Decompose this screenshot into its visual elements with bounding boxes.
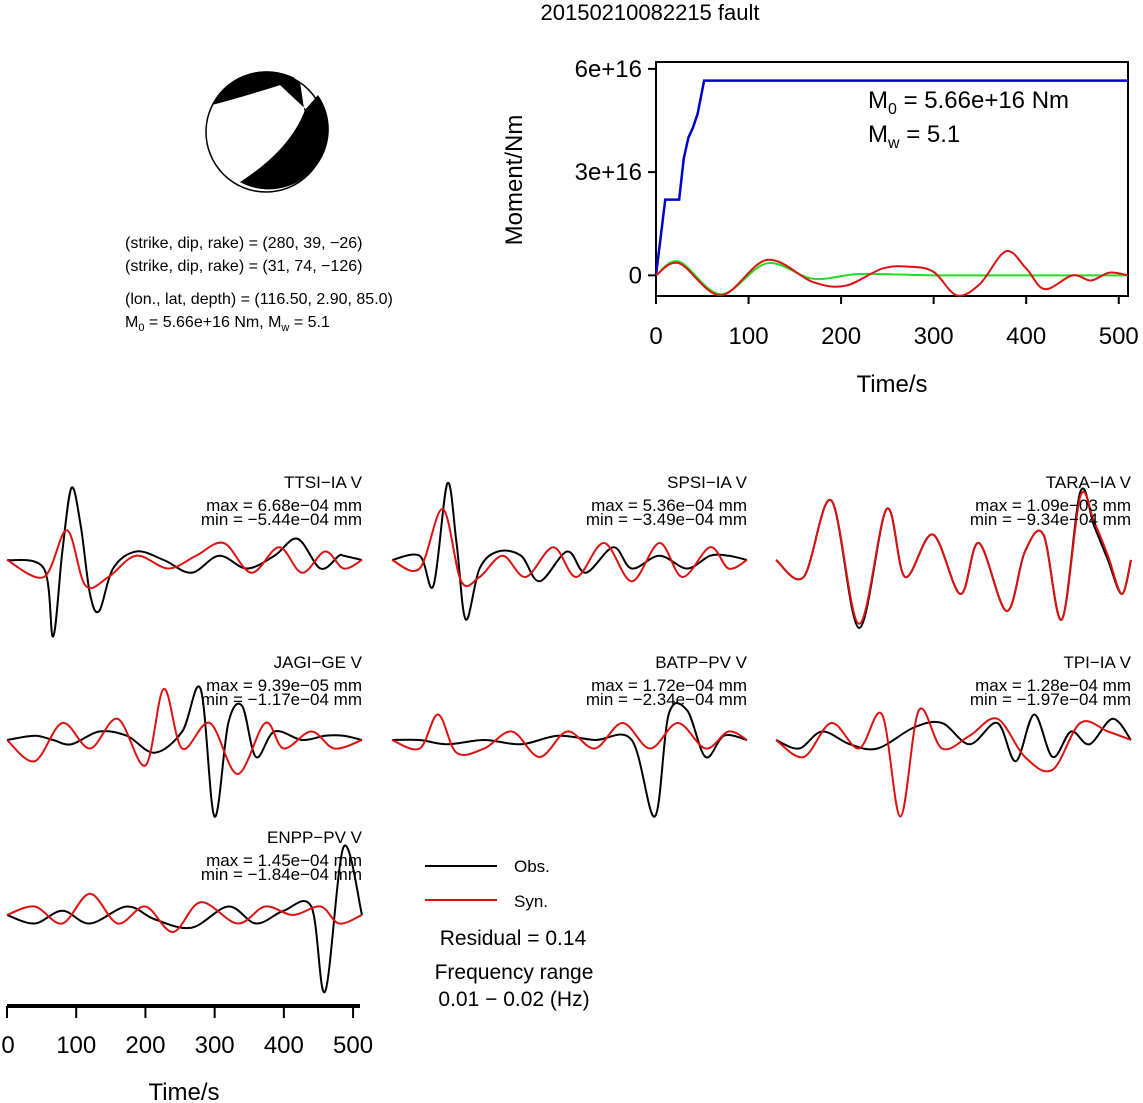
nodal-plane-1: (strike, dip, rake) = (280, 39, −26) (125, 235, 362, 252)
trace-max: max = 6.68e−04 mm (206, 496, 362, 515)
legend-obs-label: Obs. (514, 857, 550, 876)
moment-series-red (655, 250, 1129, 297)
observed-trace (6, 844, 363, 994)
moment-x-tick-label: 0 (649, 323, 662, 350)
legend: Obs. Syn. (425, 857, 550, 911)
annot-m0-symbol: M (868, 87, 888, 114)
trace-max: max = 5.36e−04 mm (591, 496, 747, 515)
waveform-x-tick-label: 400 (264, 1032, 304, 1059)
mw-value: = 5.1 (289, 314, 330, 331)
moment-y-tick-label: 0 (629, 262, 642, 289)
moment-x-tick-label: 400 (1006, 323, 1046, 350)
waveform-time-axis: 0 100 200 300 400 500 Time/s (1, 1004, 373, 1103)
moment-series-green (655, 260, 1128, 296)
waveform-x-tick-label: 200 (125, 1032, 165, 1059)
trace-max: max = 9.39e−05 mm (206, 676, 362, 695)
m0-symbol: M (125, 314, 138, 331)
trace-max: max = 1.72e−04 mm (591, 676, 747, 695)
observed-trace (6, 685, 363, 818)
moment-x-ticks: 0 100 200 300 400 500 (649, 296, 1139, 350)
station-name: JAGI−GE V (274, 653, 363, 672)
waveform-x-tick-label: 0 (1, 1032, 14, 1059)
trace-min: min = −3.49e−04 mm (586, 510, 747, 529)
station-name: SPSI−IA V (667, 473, 748, 492)
focal-mechanism-beachball (205, 71, 329, 193)
observed-trace (775, 713, 1132, 763)
trace-min: min = −5.44e−04 mm (201, 510, 362, 529)
observed-trace (391, 702, 748, 818)
waveform-x-tick-label: 300 (195, 1032, 235, 1059)
trace-min: min = −2.34e−04 mm (586, 690, 747, 709)
frequency-range-value: 0.01 − 0.02 (Hz) (438, 988, 589, 1011)
moment-x-tick-label: 500 (1099, 323, 1139, 350)
waveform-x-tick-label: 100 (56, 1032, 96, 1059)
annot-m0-value: = 5.66e+16 Nm (897, 87, 1069, 114)
mw-subscript: w (280, 322, 289, 334)
beachball-dark-band (240, 95, 329, 190)
annot-m0-subscript: 0 (888, 101, 897, 118)
annot-mw-symbol: M (868, 121, 888, 148)
trace-min: min = −1.84e−04 mm (201, 865, 362, 884)
moment-m0-annotation: M0 = 5.66e+16 Nm (868, 87, 1069, 118)
waveform-x-tick-label: 500 (333, 1032, 373, 1059)
moment-y-ticks: 0 3e+16 6e+16 (575, 56, 656, 289)
moment-plot-frame (655, 61, 1129, 297)
moment-x-axis-label: Time/s (856, 371, 927, 398)
m0-subscript: 0 (138, 322, 144, 334)
station-name: BATP−PV V (655, 653, 747, 672)
moment-x-tick-label: 200 (821, 323, 861, 350)
synthetic-trace (6, 892, 363, 933)
station-name: TPI−IA V (1063, 653, 1131, 672)
synthetic-trace (775, 490, 1132, 625)
observed-trace (6, 486, 363, 638)
synthetic-trace (6, 529, 363, 590)
moment-y-axis-label: Moment/Nm (501, 115, 528, 246)
trace-min: min = −9.34e−04 mm (970, 510, 1131, 529)
moment-x-tick-label: 100 (729, 323, 769, 350)
synthetic-trace (6, 687, 363, 776)
legend-syn-label: Syn. (514, 892, 548, 911)
trace-max: max = 1.28e−04 mm (975, 676, 1131, 695)
figure-title: 20150210082215 fault (541, 0, 760, 25)
synthetic-trace (391, 713, 748, 759)
annot-mw-value: = 5.1 (900, 121, 961, 148)
hypocenter-location: (lon., lat, depth) = (116.50, 2.90, 85.0… (125, 291, 393, 308)
moment-mw-annotation: Mw = 5.1 (868, 121, 960, 152)
trace-min: min = −1.97e−04 mm (970, 690, 1131, 709)
station-name: TTSI−IA V (284, 473, 363, 492)
beachball-top-cap (212, 71, 296, 105)
observed-trace (391, 481, 748, 621)
nodal-plane-2: (strike, dip, rake) = (31, 74, −126) (125, 258, 362, 275)
synthetic-trace (775, 707, 1132, 818)
waveform-x-ticks: 0 100 200 300 400 500 (1, 1006, 373, 1059)
moment-magnitude-line: M0 = 5.66e+16 Nm, Mw = 5.1 (125, 314, 330, 334)
trace-min: min = −1.17e−04 mm (201, 690, 362, 709)
moment-y-tick-label: 3e+16 (575, 159, 642, 186)
moment-y-tick-label: 6e+16 (575, 56, 642, 83)
moment-series-moment (654, 79, 1128, 276)
synthetic-trace (391, 507, 748, 588)
moment-rate-chart: 0 3e+16 6e+16 0 100 200 300 400 500 Moment/Nm T… (501, 56, 1139, 398)
trace-max: max = 1.45e−04 mm (206, 851, 362, 870)
station-name: TARA−IA V (1046, 473, 1132, 492)
m0-value: = 5.66e+16 Nm, M (144, 314, 281, 331)
residual-text: Residual = 0.14 (440, 927, 587, 950)
trace-max: max = 1.09e−03 mm (975, 496, 1131, 515)
annot-mw-subscript: w (887, 135, 900, 152)
moment-x-tick-label: 300 (914, 323, 954, 350)
waveform-x-axis-label: Time/s (148, 1079, 219, 1103)
station-name: ENPP−PV V (267, 828, 363, 847)
moment-series (654, 79, 1129, 297)
frequency-range-label: Frequency range (435, 961, 594, 984)
